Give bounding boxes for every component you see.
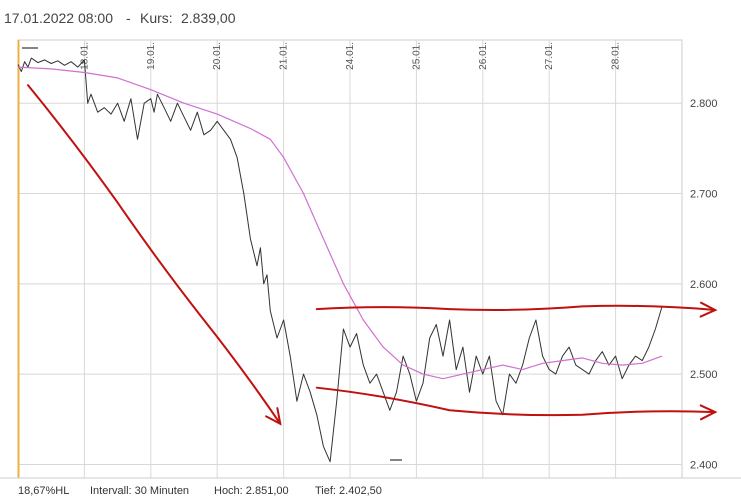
y-tick-label: 2.500 <box>690 369 718 381</box>
series-layer <box>17 57 663 463</box>
footer-high: Hoch: 2.851,00 <box>214 485 289 497</box>
annotation-arrow-line <box>315 304 717 312</box>
header-price-value: 2.839,00 <box>181 10 236 26</box>
x-tick-label: 26.01. <box>478 42 489 70</box>
x-tick-label: 18.01. <box>79 42 90 70</box>
header-separator: - <box>126 10 131 26</box>
footer-range-pct: 18,67%HL <box>18 485 69 497</box>
header-timestamp: 17.01.2022 08:00 <box>4 10 113 26</box>
annotation-arrow-line <box>315 386 717 417</box>
grid-lines <box>18 40 682 478</box>
annotation-arrow-head <box>265 407 282 426</box>
moving-average-line <box>17 66 663 380</box>
x-tick-label: 24.01. <box>345 42 356 70</box>
x-tick-label: 25.01. <box>411 42 422 70</box>
y-tick-label: 2.600 <box>690 279 718 291</box>
x-tick-label: 28.01. <box>611 42 622 70</box>
annotation-arrow-line <box>26 84 282 425</box>
x-tick-label: 19.01. <box>146 42 157 70</box>
y-axis-ticks: 2.800 2.700 2.600 2.500 2.400 <box>690 98 718 471</box>
x-tick-label: 27.01. <box>544 42 555 70</box>
y-tick-label: 2.400 <box>690 459 718 471</box>
y-tick-label: 2.700 <box>690 189 718 201</box>
x-tick-label: 21.01. <box>279 42 290 70</box>
annotation-layer <box>26 84 718 426</box>
price-line <box>17 57 663 463</box>
x-axis-ticks: 18.01. 19.01. 20.01. 21.01. 24.01. 25.01. 26.0… <box>79 42 621 70</box>
footer-interval: Intervall: 30 Minuten <box>90 485 189 497</box>
x-tick-label: 20.01. <box>212 42 223 70</box>
annotation-arrow-head <box>699 404 718 421</box>
annotation-arrow-head <box>699 301 718 318</box>
y-tick-label: 2.800 <box>690 98 718 110</box>
footer-low: Tief: 2.402,50 <box>315 485 382 497</box>
header-price-label: Kurs: <box>140 10 173 26</box>
